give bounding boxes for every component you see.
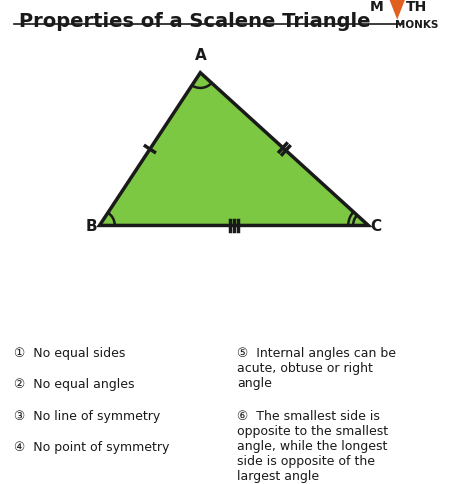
Text: Properties of a Scalene Triangle: Properties of a Scalene Triangle: [19, 12, 371, 31]
Polygon shape: [100, 74, 368, 226]
Text: C: C: [371, 219, 382, 234]
Text: B: B: [86, 219, 98, 234]
Text: ①  No equal sides: ① No equal sides: [14, 346, 126, 359]
Text: ②  No equal angles: ② No equal angles: [14, 378, 135, 391]
Text: TH: TH: [406, 0, 428, 14]
Text: ⑤  Internal angles can be
acute, obtuse or right
angle: ⑤ Internal angles can be acute, obtuse o…: [237, 346, 396, 389]
Text: M: M: [370, 0, 383, 14]
Polygon shape: [389, 0, 405, 21]
Text: ⑥  The smallest side is
opposite to the smallest
angle, while the longest
side i: ⑥ The smallest side is opposite to the s…: [237, 409, 388, 482]
Text: A: A: [194, 48, 206, 63]
Text: ④  No point of symmetry: ④ No point of symmetry: [14, 440, 170, 454]
Text: ③  No line of symmetry: ③ No line of symmetry: [14, 409, 161, 422]
Text: MONKS: MONKS: [395, 20, 439, 30]
